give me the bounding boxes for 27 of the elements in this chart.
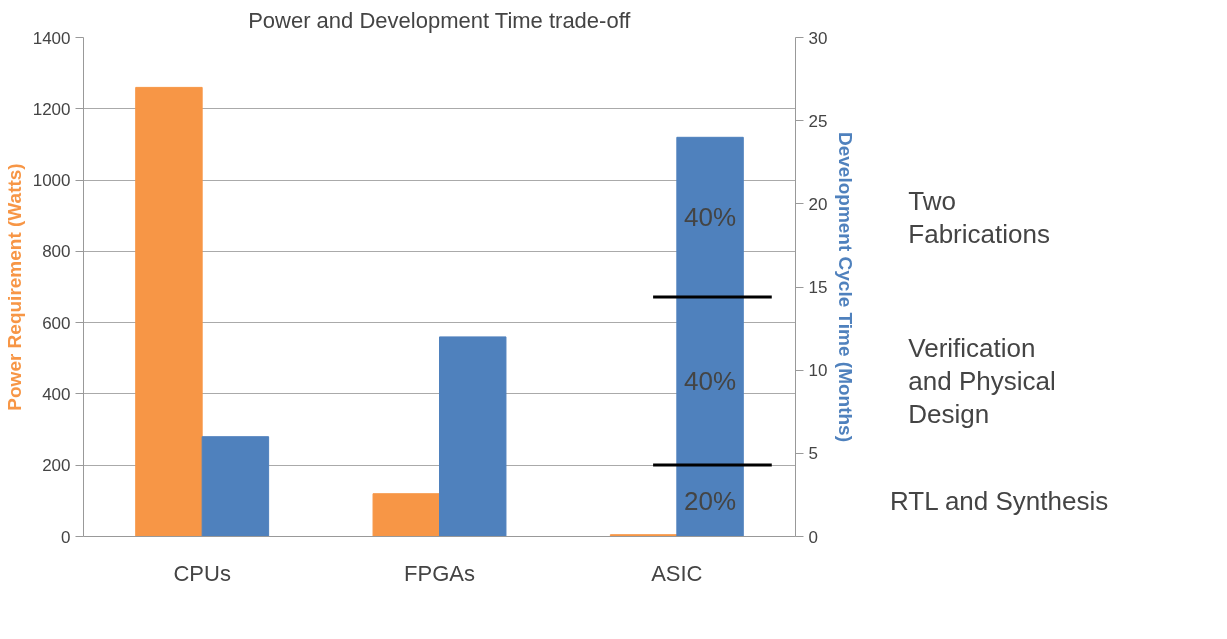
annotation: 20%: [684, 485, 737, 516]
annotation: 40%: [684, 365, 737, 396]
annotation: 40%: [684, 202, 737, 233]
y-tick-label: 1200: [32, 99, 71, 119]
x-tick-label: FPGAs: [404, 560, 475, 586]
y2-tick-label: 15: [808, 278, 828, 297]
text: RTL and Synthesis: [890, 485, 1109, 516]
y-tick-label: 1000: [32, 171, 71, 191]
x-tick-label: CPUs: [173, 560, 231, 586]
y2-tick-label: 20: [808, 194, 828, 214]
y-tick-label: 800: [42, 242, 71, 262]
x-tick-label: ASIC: [651, 560, 703, 586]
y-tick-label: 400: [42, 384, 71, 404]
text: Verification and Physical Design: [908, 332, 1056, 429]
y-tick-label: 1400: [32, 28, 71, 48]
y-tick-label: 0: [61, 527, 71, 547]
y2-tick-label: 5: [808, 444, 818, 464]
y2-tick-label: 30: [808, 28, 828, 48]
y2-tick-label: 25: [808, 111, 828, 131]
text: Two Fabrications: [908, 185, 1050, 249]
y-tick-label: 200: [42, 456, 71, 476]
y2-axis-title: Development Cycle Time (Months): [835, 131, 857, 443]
y-tick-label: 600: [42, 313, 71, 333]
chart-title: Power and Development Time trade-off: [248, 7, 632, 33]
y2-tick-label: 0: [808, 527, 818, 547]
y-axis-title: Power Requirement (Watts): [3, 163, 25, 411]
y2-tick-label: 10: [808, 361, 828, 381]
